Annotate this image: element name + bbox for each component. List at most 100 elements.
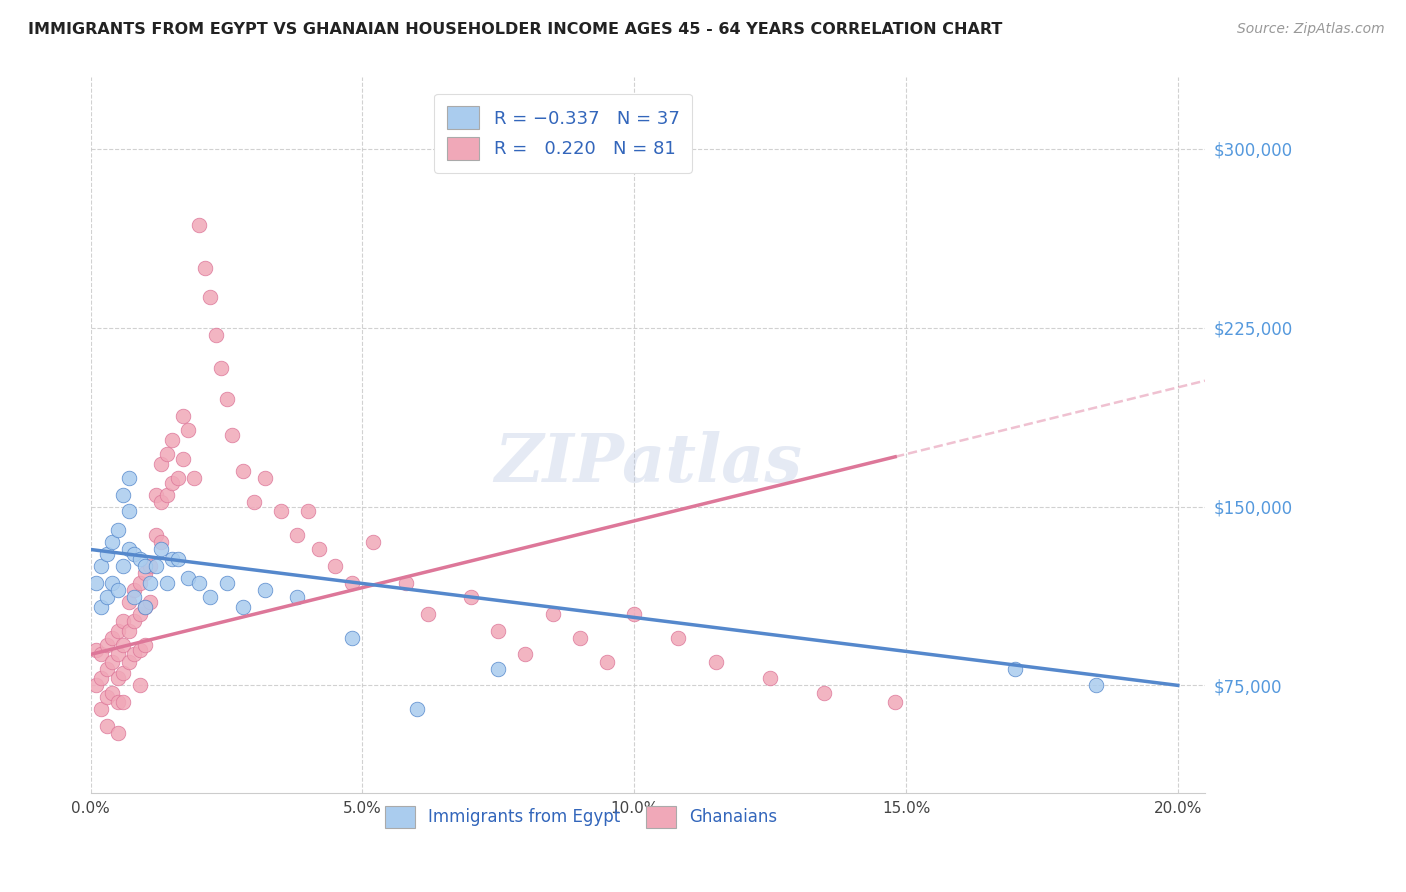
- Point: [134, 599, 156, 614]
- Point: [101, 631, 124, 645]
- Point: [209, 361, 232, 376]
- Point: [221, 428, 243, 442]
- Point: [112, 666, 135, 681]
- Point: [107, 671, 129, 685]
- Point: [1004, 662, 1026, 676]
- Point: [416, 607, 439, 621]
- Point: [101, 535, 124, 549]
- Point: [188, 575, 211, 590]
- Point: [200, 590, 222, 604]
- Point: [623, 607, 645, 621]
- Point: [112, 488, 135, 502]
- Point: [156, 447, 179, 461]
- Point: [134, 638, 156, 652]
- Point: [232, 464, 254, 478]
- Point: [122, 547, 145, 561]
- Point: [596, 655, 619, 669]
- Point: [150, 457, 173, 471]
- Point: [112, 614, 135, 628]
- Point: [1085, 678, 1108, 692]
- Point: [395, 575, 418, 590]
- Point: [361, 535, 384, 549]
- Point: [160, 552, 183, 566]
- Point: [107, 695, 129, 709]
- Point: [118, 504, 141, 518]
- Point: [166, 552, 188, 566]
- Point: [122, 582, 145, 597]
- Point: [90, 559, 112, 574]
- Point: [541, 607, 564, 621]
- Point: [150, 542, 173, 557]
- Point: [160, 475, 183, 490]
- Point: [90, 702, 112, 716]
- Point: [172, 451, 194, 466]
- Point: [90, 671, 112, 685]
- Point: [112, 638, 135, 652]
- Point: [101, 575, 124, 590]
- Point: [759, 671, 782, 685]
- Point: [177, 423, 200, 437]
- Point: [101, 685, 124, 699]
- Point: [101, 655, 124, 669]
- Point: [200, 290, 222, 304]
- Point: [215, 575, 238, 590]
- Point: [460, 590, 482, 604]
- Point: [340, 631, 363, 645]
- Point: [166, 471, 188, 485]
- Point: [139, 595, 162, 609]
- Point: [232, 599, 254, 614]
- Point: [134, 566, 156, 581]
- Point: [139, 575, 162, 590]
- Point: [122, 614, 145, 628]
- Point: [145, 488, 167, 502]
- Point: [134, 599, 156, 614]
- Point: [128, 607, 150, 621]
- Point: [568, 631, 591, 645]
- Point: [96, 590, 118, 604]
- Point: [107, 524, 129, 538]
- Point: [285, 590, 308, 604]
- Point: [253, 471, 276, 485]
- Point: [270, 504, 292, 518]
- Point: [96, 719, 118, 733]
- Point: [118, 542, 141, 557]
- Point: [323, 559, 346, 574]
- Point: [340, 575, 363, 590]
- Point: [128, 678, 150, 692]
- Point: [172, 409, 194, 423]
- Point: [884, 695, 907, 709]
- Point: [96, 638, 118, 652]
- Point: [188, 219, 211, 233]
- Point: [285, 528, 308, 542]
- Point: [96, 690, 118, 705]
- Point: [112, 559, 135, 574]
- Point: [156, 488, 179, 502]
- Point: [242, 495, 264, 509]
- Point: [253, 582, 276, 597]
- Point: [84, 575, 107, 590]
- Point: [308, 542, 330, 557]
- Point: [215, 392, 238, 407]
- Point: [96, 662, 118, 676]
- Point: [96, 547, 118, 561]
- Point: [486, 624, 509, 638]
- Point: [160, 433, 183, 447]
- Point: [177, 571, 200, 585]
- Point: [118, 595, 141, 609]
- Point: [486, 662, 509, 676]
- Point: [90, 599, 112, 614]
- Point: [204, 327, 226, 342]
- Point: [405, 702, 427, 716]
- Point: [515, 648, 537, 662]
- Point: [194, 261, 217, 276]
- Point: [813, 685, 835, 699]
- Point: [84, 678, 107, 692]
- Point: [145, 528, 167, 542]
- Point: [134, 559, 156, 574]
- Point: [84, 642, 107, 657]
- Point: [90, 648, 112, 662]
- Point: [704, 655, 727, 669]
- Point: [128, 552, 150, 566]
- Point: [112, 695, 135, 709]
- Point: [107, 624, 129, 638]
